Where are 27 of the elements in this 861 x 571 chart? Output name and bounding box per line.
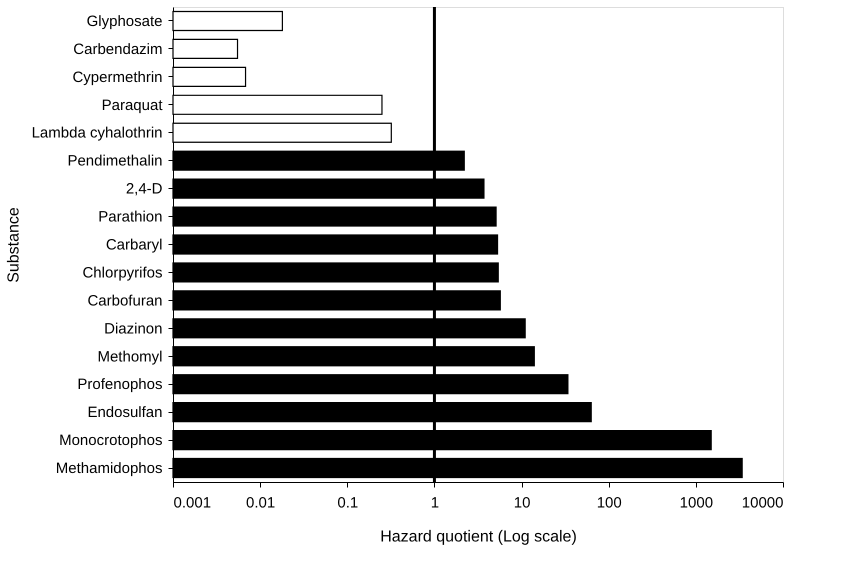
x-tick-label: 0.1 [337, 494, 358, 512]
x-axis-title: Hazard quotient (Log scale) [380, 528, 577, 546]
x-tick-label: 10000 [742, 494, 784, 512]
y-tick-label: Chlorpyrifos [82, 264, 162, 282]
y-tick-label: Carbaryl [106, 236, 162, 254]
x-tick-label: 0.01 [246, 494, 276, 512]
y-tick-label: Carbofuran [87, 292, 162, 310]
y-tick-label: Carbendazim [73, 40, 162, 58]
y-tick-label: Monocrotophos [59, 432, 162, 450]
y-tick-label: Pendimethalin [67, 152, 162, 170]
x-tick-label: 0.001 [174, 494, 212, 512]
y-tick-label: 2,4-D [126, 180, 163, 198]
x-tick-label: 1 [430, 494, 440, 512]
y-tick-label: Methamidophos [56, 460, 162, 478]
x-tick-label: 10 [514, 494, 530, 512]
y-tick-label: Paraquat [102, 96, 164, 114]
y-tick-label: Diazinon [104, 320, 162, 338]
y-tick-label: Parathion [98, 208, 162, 226]
x-tick-label: 100 [596, 494, 622, 512]
x-tick-label: 1000 [680, 494, 714, 512]
y-tick-label: Cypermethrin [72, 68, 162, 86]
y-tick-label: Profenophos [77, 376, 162, 394]
y-tick-label: Endosulfan [87, 404, 162, 422]
y-tick-label: Lambda cyhalothrin [32, 124, 162, 142]
y-tick-label: Glyphosate [86, 12, 162, 30]
y-axis-title: Substance [6, 207, 23, 283]
y-tick-label: Methomyl [97, 348, 162, 366]
